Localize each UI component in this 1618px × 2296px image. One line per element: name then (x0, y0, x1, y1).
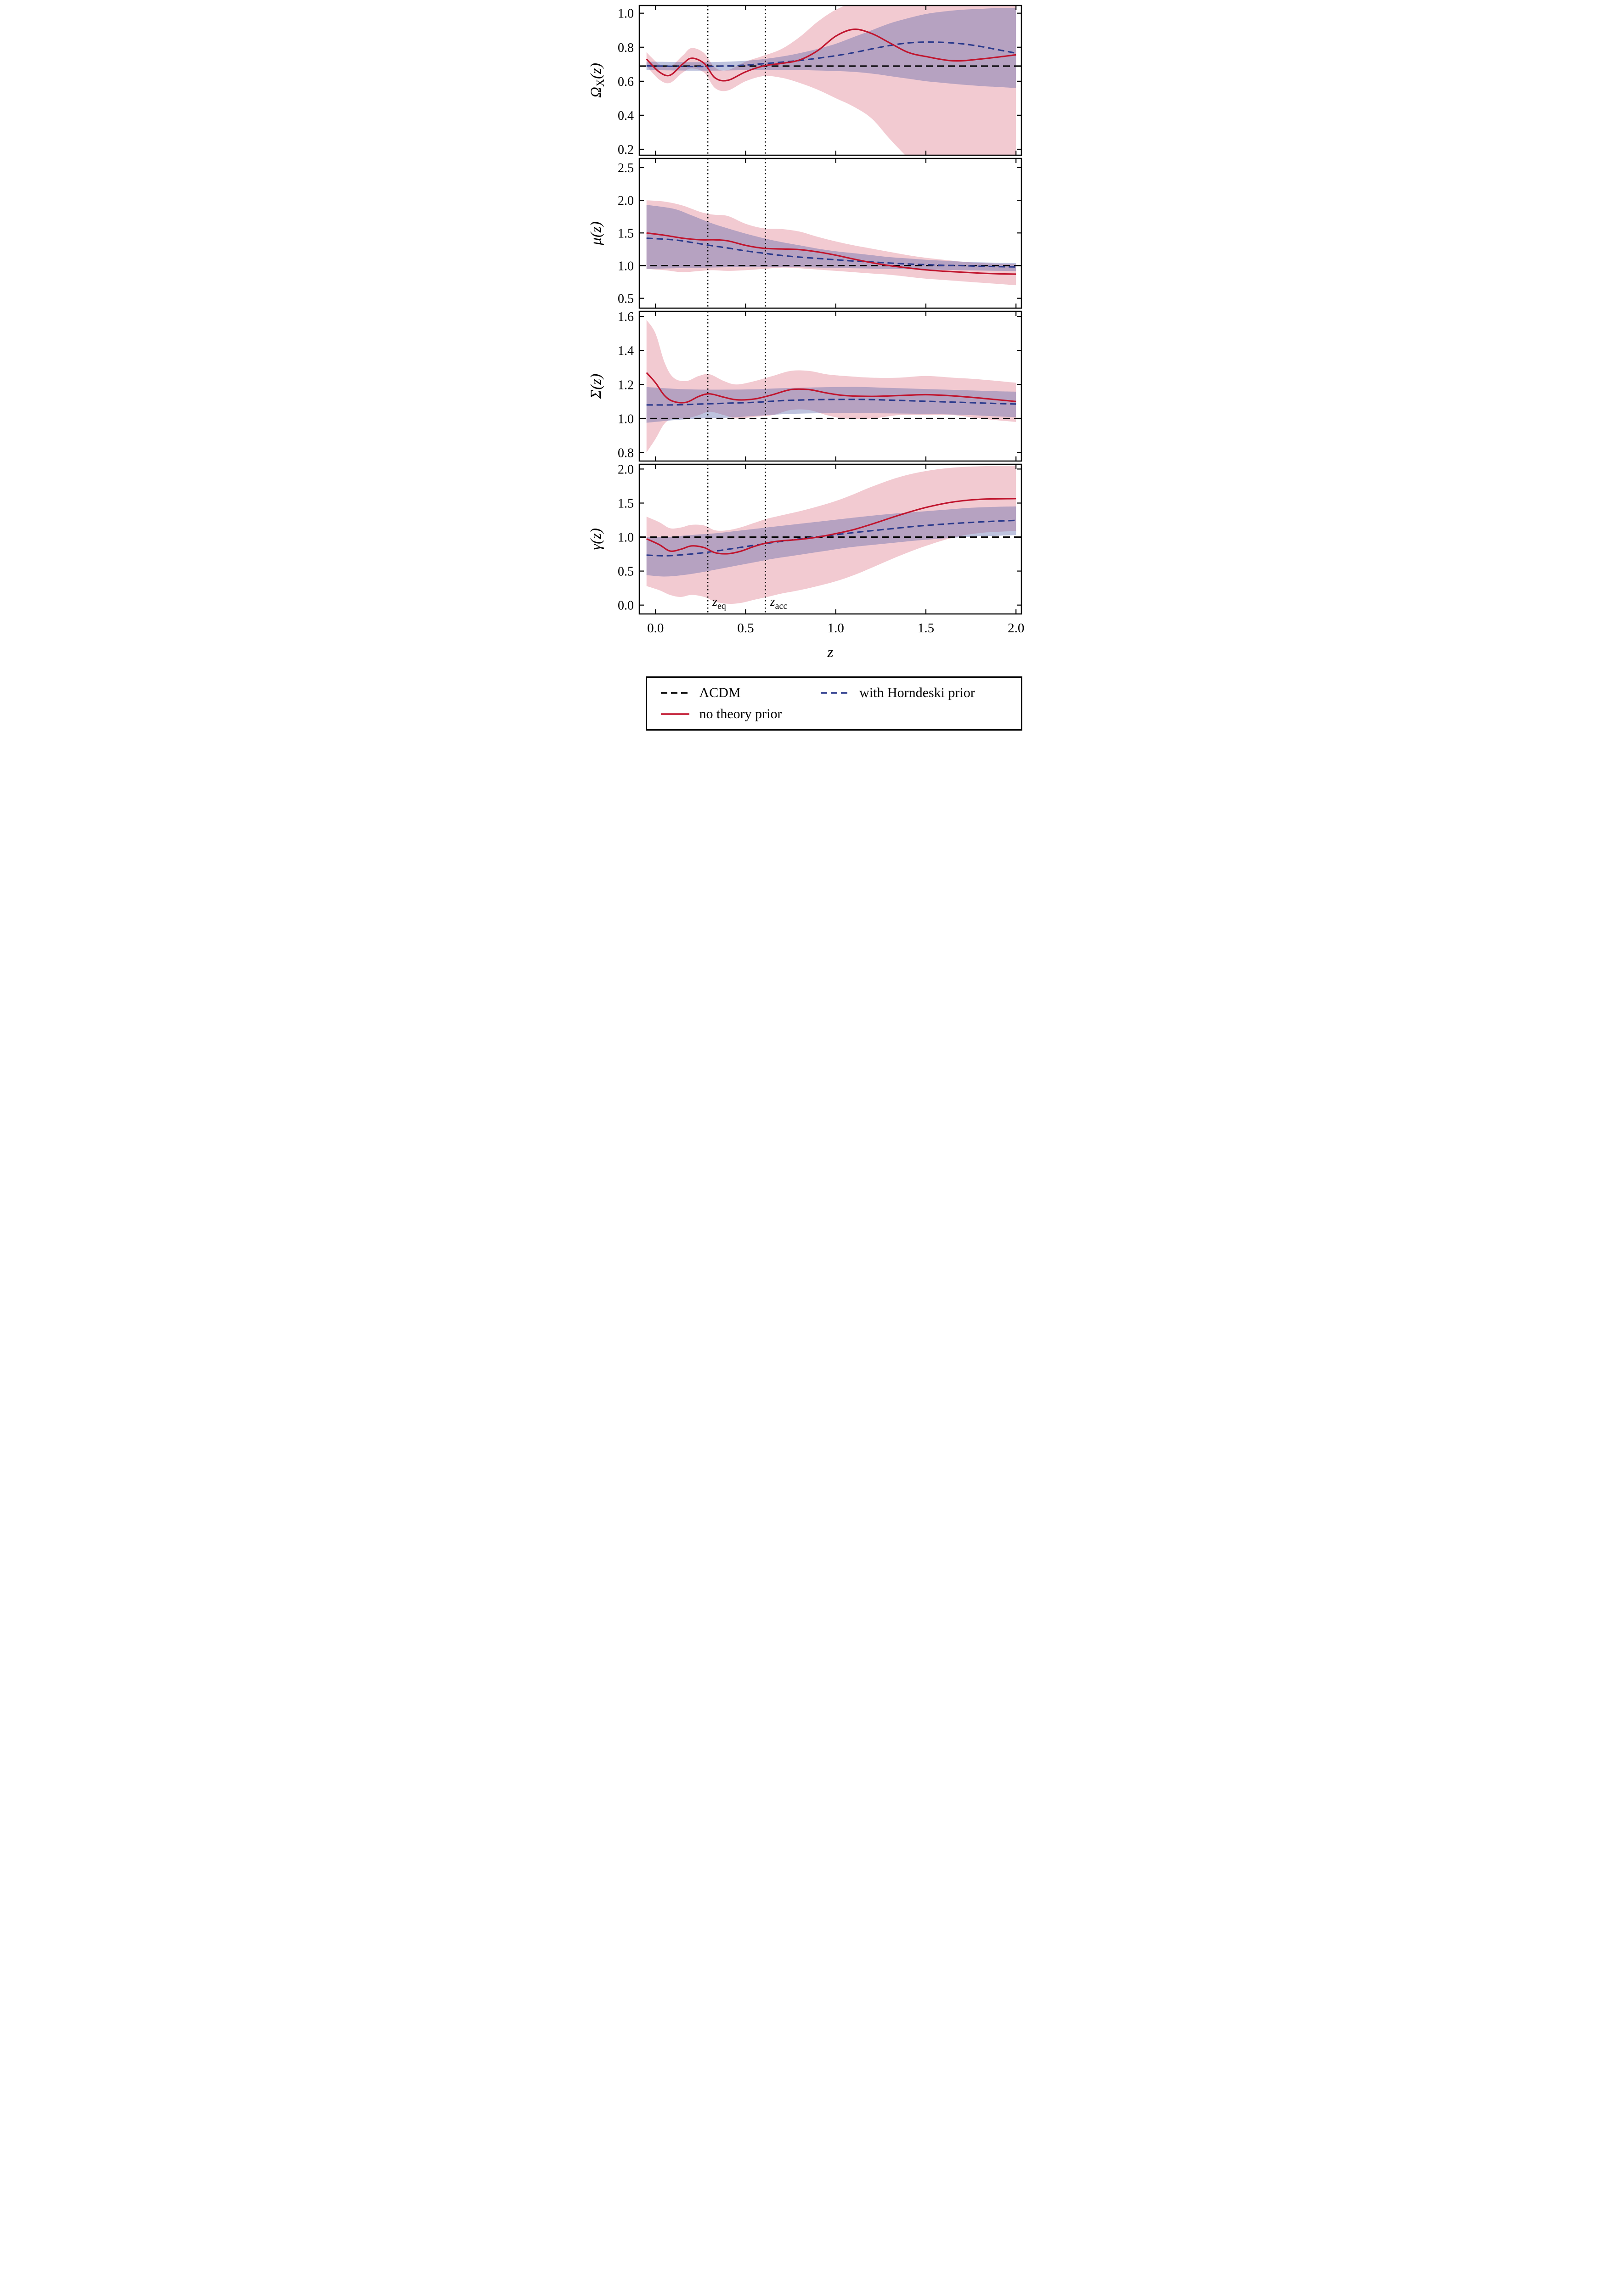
y-tick-label: 1.2 (618, 378, 634, 392)
horndeski-band (646, 506, 1016, 577)
y-tick-label: 0.2 (618, 143, 634, 157)
no-prior-band (646, 6, 1016, 155)
horndeski-band (646, 8, 1016, 88)
legend-label-lcdm: ΛCDM (699, 685, 741, 700)
legend-item-no-prior: no theory prior (660, 706, 820, 722)
no-prior-line (646, 372, 1016, 404)
x-tick-label: 2.0 (1008, 621, 1024, 636)
x-tick-label: 1.5 (917, 621, 934, 636)
panel-0 (639, 6, 1021, 155)
y-tick-label: 0.8 (618, 446, 634, 461)
x-tick-label: 1.0 (827, 621, 844, 636)
y-axis-label: γ(z) (588, 528, 604, 550)
y-tick-label: 2.0 (618, 462, 634, 477)
y-tick-label: 1.4 (618, 344, 634, 358)
panel-2 (639, 311, 1021, 461)
y-axis-label: Σ(z) (588, 374, 604, 399)
panel-frame (638, 5, 1022, 156)
legend-item-horndeski: with Horndeski prior (820, 685, 1008, 701)
y-tick-label: 0.5 (618, 292, 634, 306)
panel-3 (639, 464, 1021, 614)
y-tick-label: 2.0 (618, 194, 634, 208)
legend-item-lcdm: ΛCDM (660, 685, 820, 701)
figure-page: 0.2 0.4 0.6 0.8 1.0 ΩX(z) 0.5 1.0 1.5 2.0 2.5 μ(z) 0… (584, 0, 1034, 731)
lcdm-dashed-line-sample (660, 692, 689, 694)
panel-frame (638, 463, 1022, 615)
y-axis-label: ΩX(z) (588, 63, 607, 98)
vline-label: zacc (769, 595, 787, 611)
no-prior-band (646, 320, 1016, 453)
cosmology-constraints-figure: 0.2 0.4 0.6 0.8 1.0 ΩX(z) 0.5 1.0 1.5 2.0 2.5 μ(z) 0… (584, 0, 1034, 731)
y-tick-label: 1.5 (618, 226, 634, 241)
horndeski-dashed-line-sample (821, 692, 850, 694)
horndeski-line (646, 399, 1016, 406)
chart-canvas: 0.2 0.4 0.6 0.8 1.0 ΩX(z) 0.5 1.0 1.5 2.0 2.5 μ(z) 0… (588, 5, 1024, 661)
no-prior-line (646, 498, 1016, 555)
x-axis-label: z (827, 644, 833, 661)
y-tick-label: 1.6 (618, 310, 634, 324)
no-prior-line (646, 28, 1016, 82)
y-tick-label: 0.4 (618, 109, 634, 123)
y-tick-label: 1.0 (618, 7, 634, 21)
y-tick-label: 2.5 (618, 161, 634, 175)
x-tick-label: 0.0 (647, 621, 664, 636)
y-axis-label: μ(z) (588, 221, 604, 245)
legend-label-horndeski: with Horndeski prior (859, 685, 975, 700)
panel-1 (639, 158, 1021, 308)
no-prior-solid-line-sample (660, 713, 689, 715)
y-tick-label: 0.0 (618, 599, 634, 613)
y-tick-label: 1.0 (618, 259, 634, 274)
legend-label-no-prior: no theory prior (699, 706, 782, 721)
y-tick-label: 0.6 (618, 75, 634, 89)
x-tick-label: 0.5 (737, 621, 754, 636)
vline-label: zeq (712, 595, 726, 611)
horndeski-band (646, 205, 1016, 271)
no-prior-line (646, 232, 1016, 275)
panel-frame (638, 310, 1022, 462)
y-tick-label: 0.8 (618, 41, 634, 55)
y-tick-label: 1.0 (618, 412, 634, 426)
legend: ΛCDM with Horndeski prior no theory prio… (645, 676, 1022, 731)
y-tick-label: 1.5 (618, 497, 634, 511)
horndeski-band (646, 387, 1016, 423)
y-tick-label: 0.5 (618, 565, 634, 579)
y-tick-label: 1.0 (618, 531, 634, 545)
